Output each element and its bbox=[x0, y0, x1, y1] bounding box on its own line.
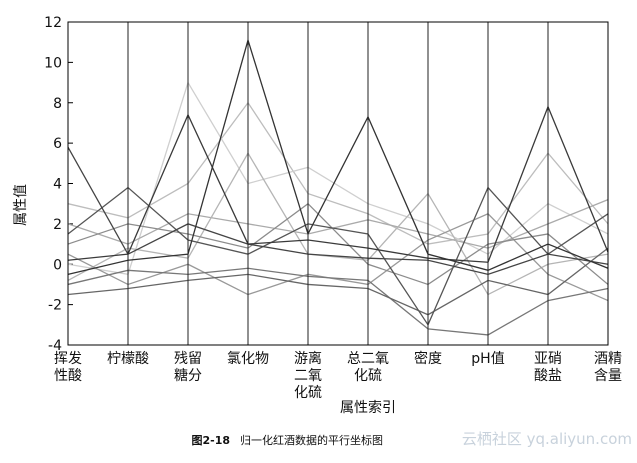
x-tick-label: 残留糖分 bbox=[174, 351, 202, 384]
watermark: 云栖社区 yq.aliyun.com bbox=[462, 430, 632, 448]
data-line bbox=[67, 213, 609, 302]
caption-text: 归一化红酒数据的平行坐标图 bbox=[240, 433, 383, 447]
x-tick-label: 密度 bbox=[414, 350, 442, 367]
x-tick-label: 游离二氧化硫 bbox=[294, 350, 322, 401]
y-tick-label: 10 bbox=[44, 55, 62, 71]
y-axis-label: 属性值 bbox=[13, 184, 29, 226]
y-tick-label: 2 bbox=[53, 217, 62, 233]
data-line bbox=[67, 267, 609, 336]
y-tick-label: -4 bbox=[48, 338, 62, 354]
y-tick-label: -2 bbox=[48, 298, 62, 314]
y-tick-label: 0 bbox=[53, 257, 62, 273]
data-line bbox=[67, 101, 609, 245]
plot-frame bbox=[67, 21, 609, 346]
x-tick-label: 挥发性酸 bbox=[54, 351, 82, 384]
data-line bbox=[67, 202, 609, 286]
x-axis-label: 属性索引 bbox=[340, 399, 396, 416]
x-tick-label: 酒精含量 bbox=[594, 351, 622, 384]
data-line bbox=[67, 105, 609, 263]
y-tick-label: 12 bbox=[44, 15, 62, 31]
x-tick-label: pH值 bbox=[471, 351, 504, 367]
data-line bbox=[67, 80, 609, 276]
data-line bbox=[67, 247, 609, 316]
x-tick-label: 总二氧化硫 bbox=[347, 351, 389, 384]
caption-number: 图2-18 bbox=[191, 434, 230, 447]
y-tick-label: 4 bbox=[53, 177, 62, 193]
data-line bbox=[67, 151, 609, 296]
x-tick-label: 亚硝酸盐 bbox=[534, 351, 562, 384]
x-tick-label: 柠檬酸 bbox=[107, 351, 149, 367]
data-line bbox=[67, 186, 609, 327]
data-line bbox=[67, 37, 609, 275]
y-tick-label: 8 bbox=[53, 96, 62, 112]
x-tick-label: 氯化物 bbox=[227, 351, 269, 367]
data-line bbox=[67, 146, 609, 276]
y-tick-label: 6 bbox=[53, 136, 62, 152]
